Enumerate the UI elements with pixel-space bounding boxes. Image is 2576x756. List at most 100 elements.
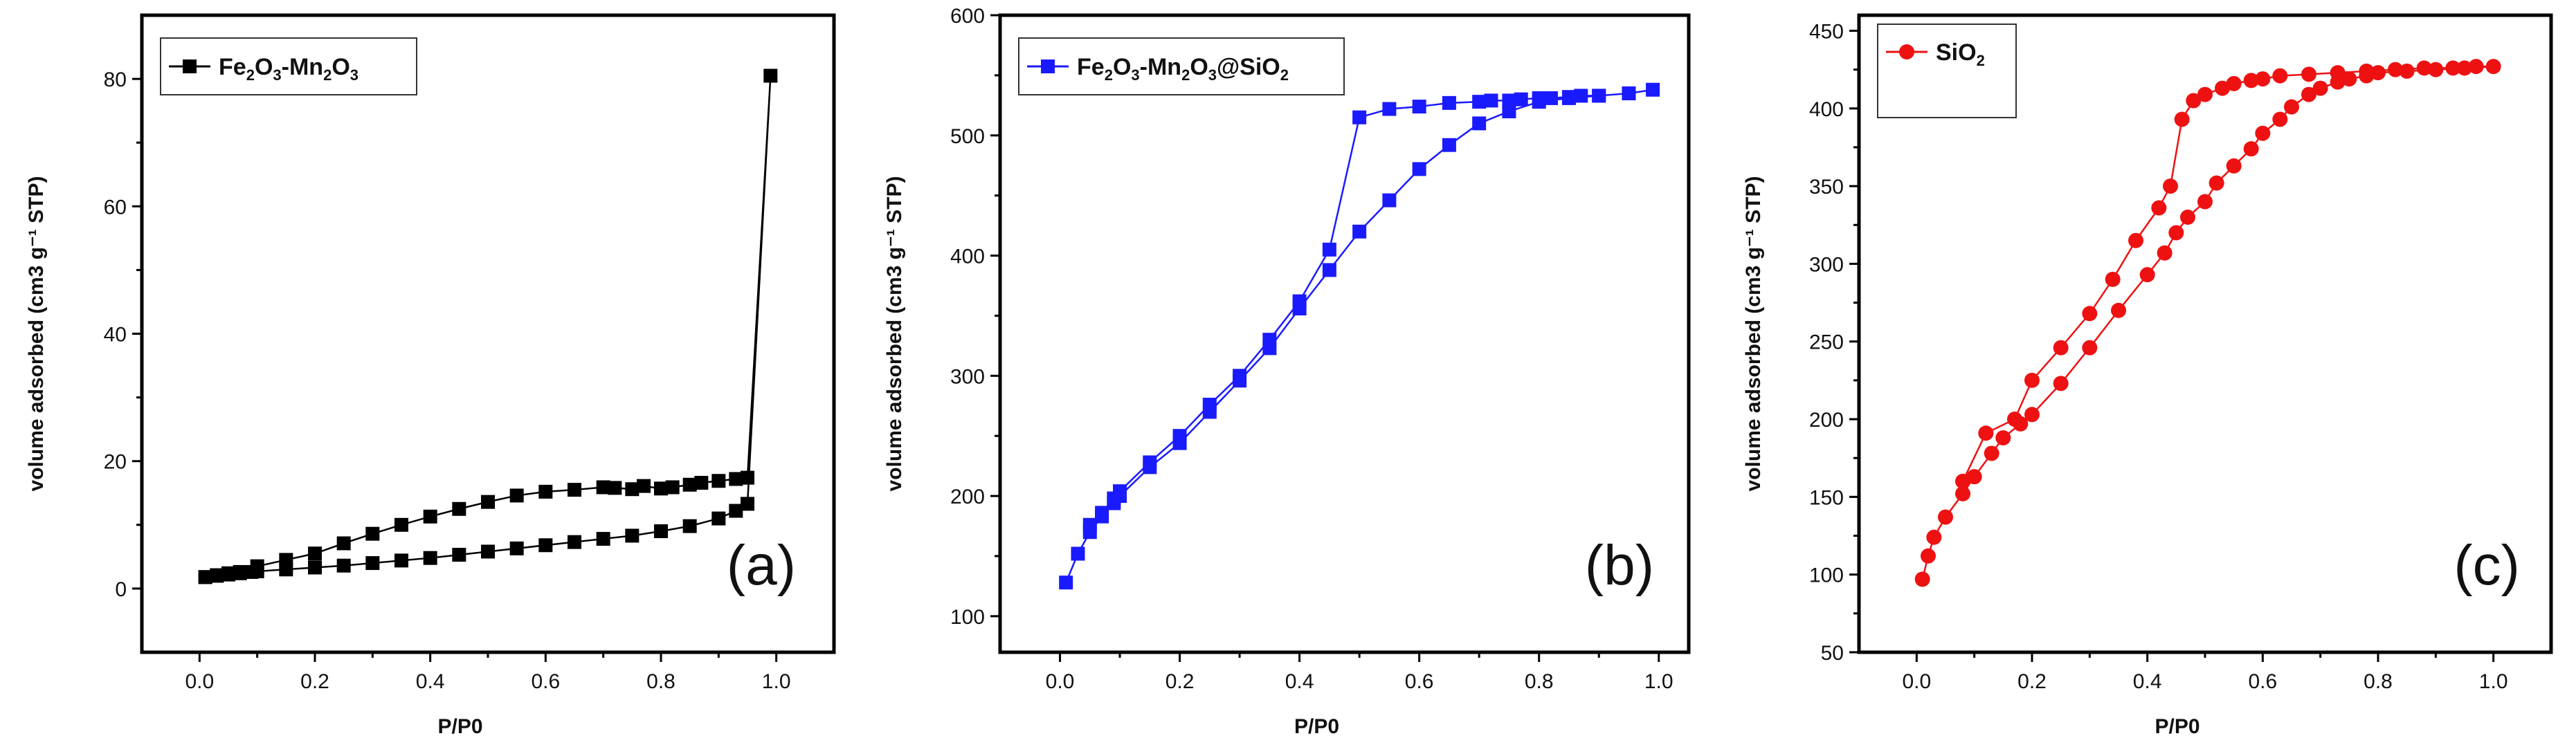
legend-label-part-a-1: 2 [246,66,255,84]
data-point-a-19 [654,524,668,539]
data-point-b-12 [1322,263,1336,277]
data-point-a-48 [233,564,247,579]
x-tick-label-b-2: 0.4 [1285,670,1314,693]
data-point-a-13 [481,544,495,559]
y-tick-label-c-2: 150 [1809,486,1844,509]
legend-label-part-b-8: @SiO [1217,54,1280,80]
data-point-a-49 [221,566,235,580]
data-point-a-36 [568,483,581,497]
data-point-a-47 [250,559,264,573]
data-point-b-16 [1442,138,1456,152]
x-axis-title-b: P/P0 [1294,715,1339,738]
x-tick-label-b-4: 0.8 [1525,670,1554,693]
data-point-c-46 [2197,86,2213,102]
legend-label-part-b-1: 2 [1105,66,1113,84]
data-point-c-4 [1955,486,1970,501]
data-point-c-29 [2370,65,2386,81]
data-point-a-16 [568,535,581,549]
data-point-b-48 [1082,517,1097,532]
data-point-b-25 [1592,89,1606,103]
data-point-a-37 [538,484,553,499]
data-point-c-36 [2416,60,2432,76]
data-point-c-54 [2053,340,2069,356]
legend-box-b [1018,37,1345,95]
data-point-a-50 [210,568,224,582]
legend-label-part-a-3: 3 [273,66,281,84]
data-point-c-17 [2197,194,2213,210]
y-tick-label-b-0: 100 [950,606,985,629]
y-tick-label-c-0: 50 [1821,642,1844,665]
data-point-c-53 [2082,306,2098,322]
data-point-c-23 [2284,99,2299,115]
data-point-b-13 [1352,224,1367,239]
data-point-b-17 [1472,116,1487,131]
x-tick-label-c-0: 0.0 [1902,670,1931,693]
legend-label-part-b-4: -Mn [1140,54,1181,80]
y-tick-label-c-3: 200 [1809,409,1844,432]
x-tick-label-c-3: 0.6 [2248,670,2277,693]
data-point-c-25 [2312,80,2328,96]
data-point-c-27 [2341,71,2357,87]
y-tick-label-c-1: 100 [1809,564,1844,587]
data-point-a-25 [741,470,754,485]
data-point-a-18 [625,528,640,543]
x-tick-label-b-5: 1.0 [1644,670,1674,693]
data-point-b-34 [1442,95,1456,110]
legend-label-part-b-5: 2 [1181,66,1190,84]
legend-label-part-c-1: 2 [1977,52,1985,69]
legend-label-a: Fe2O3-Mn2O3 [219,54,359,84]
data-point-a-23 [741,497,754,511]
data-point-c-19 [2226,158,2242,174]
y-axis-title-c: volume adsorbed (cm3 g⁻¹ STP) [1742,176,1765,492]
data-point-a-12 [452,548,466,562]
data-point-c-12 [2111,302,2126,318]
y-tick-label-a-2: 40 [104,324,127,347]
data-point-b-1 [1071,546,1085,561]
x-axis-title-c: P/P0 [2155,715,2199,738]
x-tick-label-b-0: 0.0 [1046,670,1075,693]
data-point-c-56 [2007,412,2022,427]
data-point-a-28 [694,476,709,490]
data-point-b-14 [1382,193,1397,208]
data-point-c-45 [2215,80,2230,96]
x-tick-label-a-4: 0.8 [646,670,675,693]
chart-a-svg: 0.0 0.2 0.4 0.6 0.8 1.0 0 20 40 60 80 P/P0 volume ad… [25,13,836,738]
data-point-a-8 [336,558,351,573]
data-point-a-43 [365,526,380,541]
data-point-a-30 [665,480,680,495]
data-point-c-48 [2174,111,2190,127]
data-point-a-42 [394,517,408,532]
x-tick-label-a-0: 0.0 [185,670,214,693]
panel-label-b: (b) [1585,534,1654,597]
data-point-b-42 [1202,398,1217,412]
data-point-c-7 [1995,430,2011,446]
legend-label-part-b-6: O [1190,54,1208,80]
y-tick-label-b-5: 600 [950,5,985,28]
chart-b-svg: 0.0 0.2 0.4 0.6 0.8 1.0 100 200 300 400 500 600 P/P0… [883,5,1691,738]
data-point-c-10 [2053,376,2069,391]
data-point-b-41 [1233,369,1247,383]
legend-label-c: SiO2 [1936,39,1985,69]
data-point-b-26 [1574,89,1588,103]
data-point-a-17 [596,532,610,546]
data-point-a-45 [308,546,322,561]
y-tick-label-b-3: 400 [950,246,985,268]
chart-panel-a: 0.0 0.2 0.4 0.6 0.8 1.0 0 20 40 60 80 P/P0 volume ad… [0,0,858,756]
data-point-c-52 [2105,271,2121,287]
data-point-a-31 [654,481,668,496]
x-tick-label-c-1: 0.2 [2017,670,2047,693]
data-point-b-30 [1514,92,1528,107]
data-point-c-11 [2082,340,2098,356]
data-point-c-16 [2180,210,2195,225]
x-tick-label-b-1: 0.2 [1165,670,1195,693]
data-point-a-39 [481,495,495,509]
data-point-b-36 [1382,102,1397,116]
data-point-b-46 [1107,491,1121,506]
data-point-b-33 [1472,95,1487,109]
data-point-b-35 [1412,100,1426,114]
x-tick-label-c-4: 0.8 [2364,670,2393,693]
data-point-a-29 [682,477,697,492]
data-point-c-44 [2226,75,2242,91]
panel-label-a: (a) [727,534,796,597]
data-point-b-47 [1095,506,1109,520]
